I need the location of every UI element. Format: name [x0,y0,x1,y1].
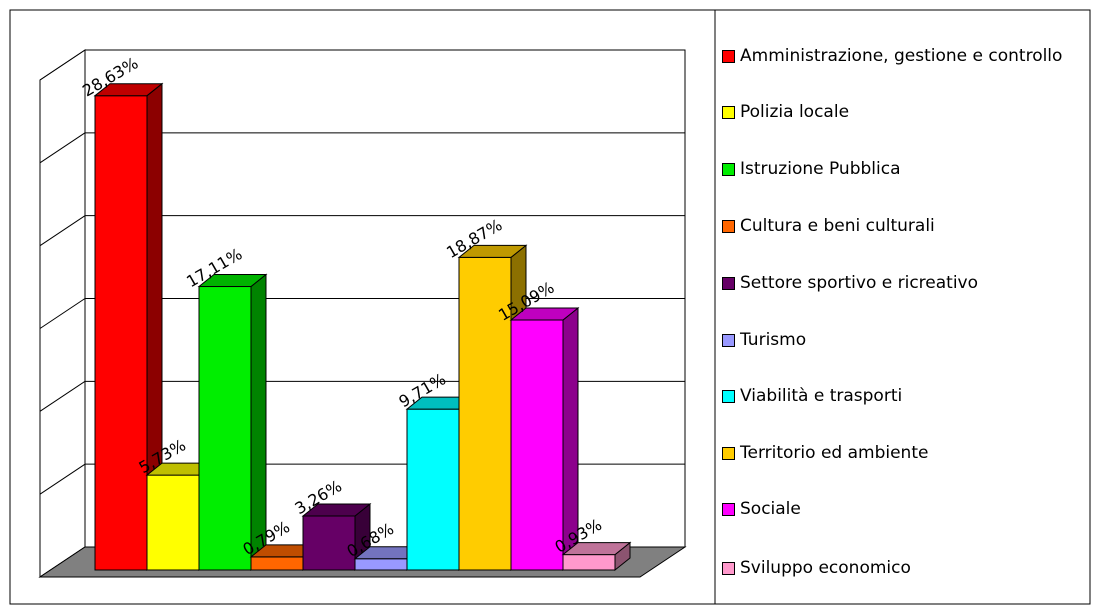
legend-label: Viabilità e trasporti [740,386,903,406]
side-grid-line [39,132,86,164]
bar-top [301,503,372,517]
bar [562,554,616,571]
side-grid-line [39,298,86,329]
legend-label: Sviluppo economico [740,558,911,578]
legend-swatch [722,277,735,290]
legend-label: Istruzione Pubblica [740,159,901,179]
bar [94,95,148,571]
legend-item: Cultura e beni culturali [722,214,1082,238]
legend-item: Territorio ed ambiente [722,441,1082,465]
legend-item: Sociale [722,497,1082,521]
side-grid-line [39,380,86,412]
legend-swatch [722,106,735,119]
frame [9,9,1091,605]
legend-label: Polizia locale [740,102,850,122]
legend-item: Sviluppo economico [722,556,1082,580]
legend-swatch [722,390,735,403]
legend-swatch [722,562,735,575]
legend-item: Istruzione Pubblica [722,157,1082,181]
bar [510,319,564,571]
legend-swatch [722,334,735,347]
bar-top [509,307,580,321]
legend-item: Viabilità e trasporti [722,384,1082,408]
side-grid-line [39,49,86,81]
plot: 28,63%5,73%17,11%0,79%3,26%0,68%9,71%18,… [38,49,687,578]
bar [406,408,460,571]
legend-item: Polizia locale [722,100,1082,124]
legend-item: Turismo [722,328,1082,352]
side-grid-line [39,463,86,495]
bar-top [197,274,268,288]
bar-side [250,273,267,572]
legend-label: Amministrazione, gestione e controllo [740,46,1063,66]
bar [146,474,200,571]
legend-label: Settore sportivo e ricreativo [740,273,979,293]
legend-swatch [722,503,735,516]
legend-swatch [722,163,735,176]
legend-item: Settore sportivo e ricreativo [722,271,1082,295]
bar [198,286,252,571]
bar [354,558,408,571]
legend-label: Turismo [740,330,807,350]
legend-item: Amministrazione, gestione e controllo [722,44,1082,68]
bar-top [457,244,528,258]
legend-label: Cultura e beni culturali [740,216,935,236]
bar [250,556,304,571]
legend: Amministrazione, gestione e controllo Pol… [716,10,1088,604]
bar [458,256,512,571]
legend-label: Territorio ed ambiente [740,443,929,463]
legend-swatch [722,447,735,460]
bar-top [93,83,164,97]
legend-label: Sociale [740,499,801,519]
legend-swatch [722,220,735,233]
bar-top [561,542,632,556]
legend-swatch [722,50,735,63]
side-grid-line [39,215,86,247]
